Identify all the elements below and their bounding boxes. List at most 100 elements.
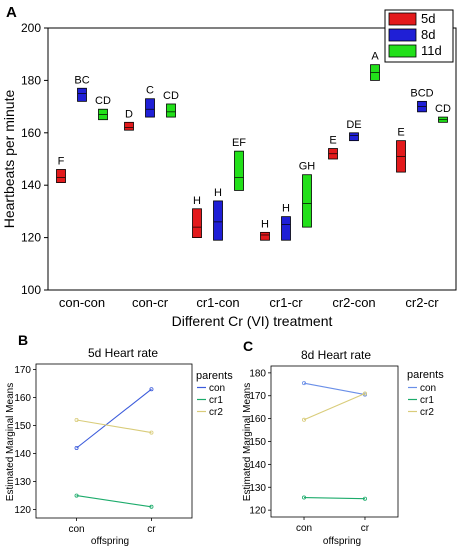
legend-label-cr2: cr2 [209, 407, 223, 418]
box-8d [349, 132, 359, 142]
significance-letter: CD [163, 90, 179, 102]
significance-letter: E [397, 127, 404, 139]
panel-a: A 100 120 140 160 180 200 con-con con-cr cr1-co… [1, 4, 457, 329]
y-tick-label: 120 [14, 505, 31, 516]
y-tick-label: 180 [21, 73, 41, 87]
panel-b-legend-title: parents [196, 370, 233, 382]
panel-a-plot-frame [47, 27, 457, 291]
legend-label-cr1: cr1 [420, 395, 434, 406]
panel-b-y-axis-title: Estimated Marginal Means [5, 383, 16, 501]
legend-swatch-5d [388, 12, 417, 26]
x-tick-label: cr1-con [196, 295, 239, 310]
panel-a-label: A [6, 4, 17, 21]
series-line-con [303, 382, 366, 396]
significance-letter: H [193, 195, 201, 207]
panel-c-label: C [243, 338, 253, 354]
series-line-con [76, 388, 152, 449]
y-tick-label: 140 [14, 449, 31, 460]
panel-a-x-axis: con-con con-cr cr1-con cr1-cr cr2-con cr2-cr [59, 295, 439, 310]
panel-c-x-axis: con cr [296, 517, 370, 534]
x-tick-label: cr1-cr [269, 295, 303, 310]
data-point-con [302, 381, 307, 386]
x-tick-label: con [68, 524, 84, 535]
significance-letter: F [58, 155, 65, 167]
significance-letter: H [214, 187, 222, 199]
panel-c-legend-title: parents [407, 369, 444, 381]
legend-label-11d: 11d [421, 43, 442, 58]
box-8d [77, 87, 87, 102]
panel-c-y-axis-title: Estimated Marginal Means [242, 383, 253, 501]
panel-c-title: 8d Heart rate [301, 348, 371, 362]
legend-label-cr2: cr2 [420, 407, 434, 418]
y-tick-label: 120 [21, 231, 41, 245]
box-11d [302, 174, 312, 228]
panel-b-lines [74, 387, 154, 509]
significance-letter: E [329, 135, 336, 147]
y-tick-label: 160 [249, 414, 266, 425]
box-5d [124, 121, 134, 131]
panel-c: C 8d Heart rate 120 130 140 150 160 170 180 co… [242, 338, 444, 547]
box-11d [166, 103, 176, 118]
y-tick-label: 150 [249, 437, 266, 448]
panel-a-y-axis-title: Heartbeats per minute [1, 90, 17, 229]
significance-letter: GH [299, 161, 316, 173]
y-tick-label: 100 [21, 283, 41, 297]
y-tick-label: 160 [14, 393, 31, 404]
box-11d [234, 150, 244, 191]
y-tick-label: 160 [21, 126, 41, 140]
significance-letter: DE [346, 119, 361, 131]
x-tick-label: con [296, 523, 312, 534]
y-tick-label: 180 [249, 368, 266, 379]
series-line-cr2 [303, 392, 366, 421]
box-8d [145, 98, 155, 118]
data-point-cr1 [149, 504, 154, 509]
legend-swatch-11d [388, 44, 417, 58]
panel-a-x-axis-title: Different Cr (VI) treatment [172, 313, 333, 329]
data-point-cr1 [74, 493, 79, 498]
significance-letter: CD [95, 95, 111, 107]
y-tick-label: 200 [21, 21, 41, 35]
series-line-cr1 [304, 497, 365, 500]
legend-label-cr1: cr1 [209, 395, 223, 406]
panel-b-label: B [18, 332, 28, 348]
x-tick-label: cr [147, 524, 156, 535]
significance-letter: H [261, 218, 269, 230]
box-8d [213, 200, 223, 241]
y-tick-label: 170 [249, 391, 266, 402]
data-point-cr2 [362, 391, 367, 396]
panel-c-x-axis-title: offspring [323, 536, 361, 547]
significance-letter: CD [435, 103, 451, 115]
significance-letter: BC [74, 74, 89, 86]
x-tick-label: cr2-con [332, 295, 375, 310]
legend-swatch-8d [388, 28, 417, 42]
box-5d [260, 231, 270, 241]
legend-label-con: con [209, 383, 225, 394]
legend-label-5d: 5d [421, 11, 435, 26]
data-point-con [74, 445, 79, 450]
y-tick-label: 130 [14, 477, 31, 488]
significance-letter: EF [232, 137, 246, 149]
legend-label-8d: 8d [421, 27, 435, 42]
data-point-cr1 [302, 495, 307, 500]
panel-c-lines [302, 381, 367, 501]
box-8d [281, 216, 291, 241]
x-tick-label: con-cr [132, 295, 169, 310]
x-tick-label: con-con [59, 295, 105, 310]
significance-letter: A [371, 51, 379, 63]
data-point-con [149, 387, 154, 392]
panel-b-plot-frame [35, 363, 193, 519]
data-point-cr1 [362, 496, 367, 501]
panel-b-title: 5d Heart rate [88, 346, 158, 360]
panel-c-y-axis: 120 130 140 150 160 170 180 [249, 368, 271, 517]
y-tick-label: 140 [249, 460, 266, 471]
y-tick-label: 130 [249, 483, 266, 494]
significance-letter: C [146, 85, 154, 97]
data-point-cr2 [74, 417, 79, 422]
panel-b-y-axis: 120 130 140 150 160 170 [14, 365, 36, 516]
